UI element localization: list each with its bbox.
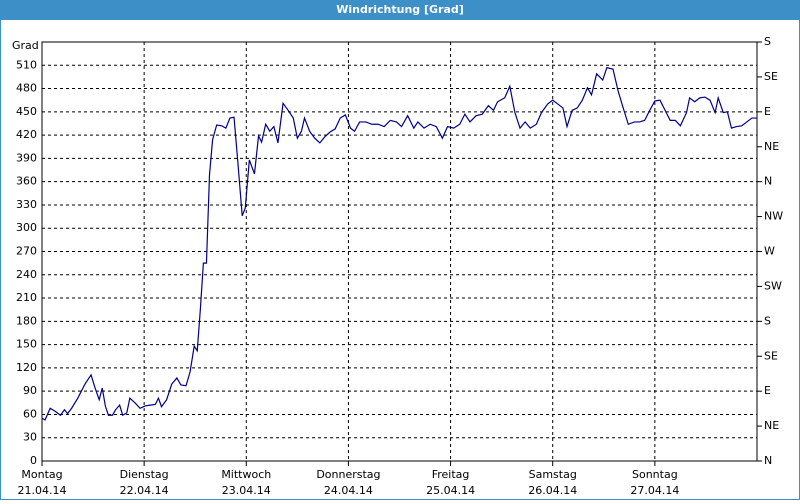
x-tick-label: Donnerstag	[316, 468, 380, 481]
y-tick-label: 120	[16, 361, 37, 374]
y2-tick-label: S	[764, 314, 771, 327]
y2-tick-label: N	[764, 454, 772, 467]
y-tick-label: 240	[16, 268, 37, 281]
y2-tick-label: SW	[764, 279, 782, 292]
y-tick-label: 210	[16, 291, 37, 304]
y2-tick-label: W	[764, 245, 775, 258]
x-tick-label: Sonntag	[632, 468, 678, 481]
y-tick-label: 480	[16, 82, 37, 95]
y-tick-label: 30	[23, 431, 37, 444]
x-tick-date: 25.04.14	[426, 484, 475, 497]
plot: 0 30 60 90 120 150 180 210 240 270 300 330 360 390 420…	[16, 35, 783, 497]
y-tick-label: 300	[16, 221, 37, 234]
chart-title: Windrichtung [Grad]	[336, 3, 464, 16]
x-tick-label: Montag	[21, 468, 62, 481]
data-line	[41, 66, 757, 421]
y-axis-label: Grad	[12, 39, 39, 52]
y-tick-label: 0	[30, 454, 37, 467]
y-tick-label: 270	[16, 245, 37, 258]
y-tick-label: 420	[16, 128, 37, 141]
y2-tick-label: NE	[764, 419, 779, 432]
x-tick-date: 23.04.14	[222, 484, 271, 497]
x-tick-label: Samstag	[529, 468, 577, 481]
y2-tick-label: N	[764, 175, 772, 188]
y2-tick-label: SE	[764, 70, 778, 83]
y-tick-label: 360	[16, 175, 37, 188]
x-tick-date: 24.04.14	[324, 484, 373, 497]
y2-tick-label: S	[764, 35, 771, 48]
y-tick-label: 150	[16, 338, 37, 351]
y-tick-label: 510	[16, 58, 37, 71]
title-bar	[0, 0, 800, 20]
y2-tick-label: NE	[764, 140, 779, 153]
y2-tick-label: E	[764, 105, 771, 118]
x-tick-date: 22.04.14	[120, 484, 169, 497]
x-tick-date: 26.04.14	[528, 484, 577, 497]
x-tick-label: Mittwoch	[221, 468, 271, 481]
y-tick-label: 90	[23, 384, 37, 397]
x-tick-label: Dienstag	[120, 468, 169, 481]
y-tick-label: 330	[16, 198, 37, 211]
plot-frame	[41, 41, 758, 462]
y-tick-label: 60	[23, 407, 37, 420]
y-tick-label: 180	[16, 314, 37, 327]
x-tick-date: 27.04.14	[630, 484, 679, 497]
x-tick-date: 21.04.14	[18, 484, 67, 497]
y-tick-label: 390	[16, 151, 37, 164]
y2-tick-label: E	[764, 384, 771, 397]
x-tick-label: Freitag	[432, 468, 470, 481]
y2-tick-label: SE	[764, 349, 778, 362]
y-tick-label: 450	[16, 105, 37, 118]
y2-tick-label: NW	[764, 210, 783, 223]
